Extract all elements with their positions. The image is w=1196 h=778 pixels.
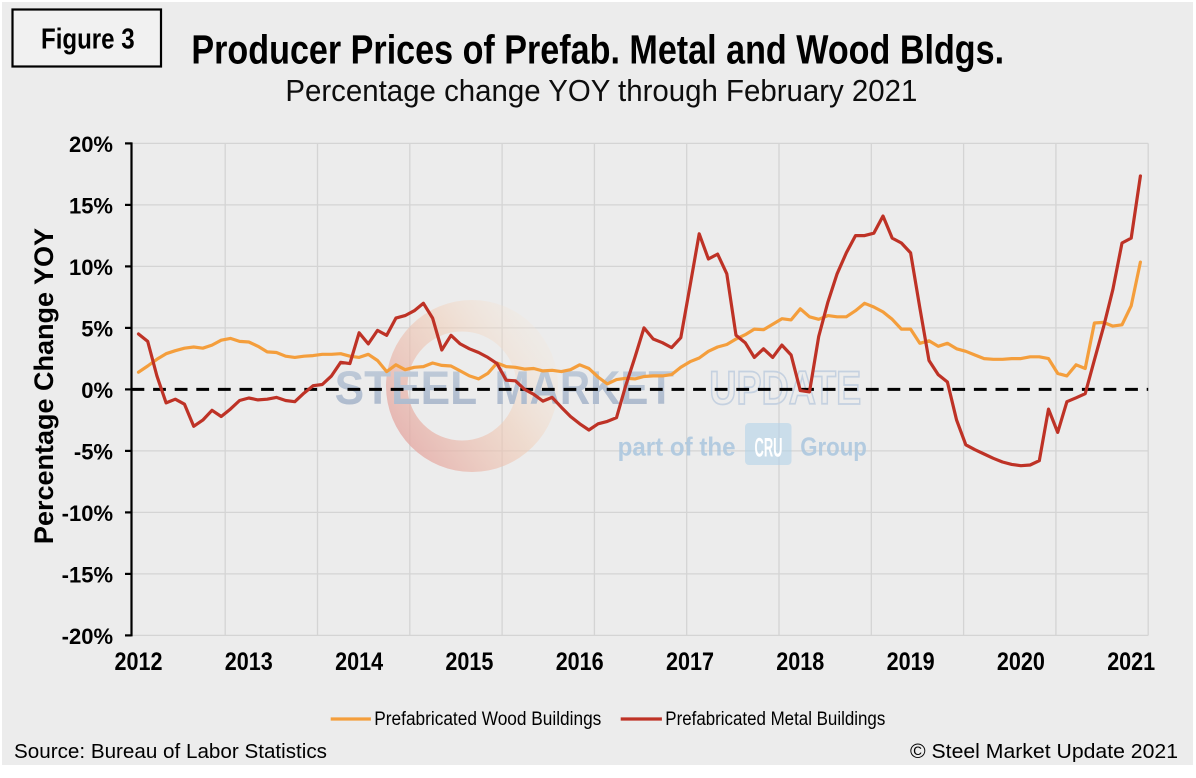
svg-text:-5%: -5% — [74, 439, 113, 464]
svg-text:10%: 10% — [69, 255, 113, 280]
svg-text:-10%: -10% — [62, 501, 113, 526]
svg-text:2013: 2013 — [225, 648, 273, 676]
svg-text:5%: 5% — [81, 316, 113, 341]
svg-text:20%: 20% — [69, 132, 113, 157]
svg-text:Source: Bureau of Labor Statis: Source: Bureau of Labor Statistics — [14, 741, 327, 763]
svg-text:CRU: CRU — [755, 433, 783, 463]
svg-text:2021: 2021 — [1107, 648, 1155, 676]
svg-text:Prefabricated Wood Buildings: Prefabricated Wood Buildings — [374, 709, 601, 730]
svg-text:Prefabricated Metal Buildings: Prefabricated Metal Buildings — [665, 709, 885, 730]
svg-text:2018: 2018 — [776, 648, 824, 676]
svg-text:2017: 2017 — [666, 648, 714, 676]
svg-text:2019: 2019 — [887, 648, 935, 676]
svg-text:part of the: part of the — [618, 432, 736, 462]
svg-text:Percentage Change YOY: Percentage Change YOY — [29, 228, 59, 544]
svg-text:© Steel Market Update 2021: © Steel Market Update 2021 — [910, 741, 1178, 763]
svg-text:Figure 3: Figure 3 — [41, 24, 135, 56]
svg-text:Producer Prices of Prefab. Met: Producer Prices of Prefab. Metal and Woo… — [191, 27, 1004, 73]
svg-text:UPDATE: UPDATE — [709, 361, 861, 414]
svg-text:2014: 2014 — [335, 648, 383, 676]
svg-text:-15%: -15% — [62, 562, 113, 587]
svg-text:Group: Group — [800, 432, 867, 462]
svg-text:Percentage change YOY through: Percentage change YOY through February 2… — [285, 73, 917, 108]
svg-text:0%: 0% — [81, 378, 113, 403]
svg-text:2012: 2012 — [115, 648, 163, 676]
svg-text:2016: 2016 — [556, 648, 604, 676]
svg-text:15%: 15% — [69, 193, 113, 218]
svg-text:-20%: -20% — [62, 624, 113, 649]
svg-text:2015: 2015 — [445, 648, 493, 676]
svg-text:2020: 2020 — [997, 648, 1045, 676]
